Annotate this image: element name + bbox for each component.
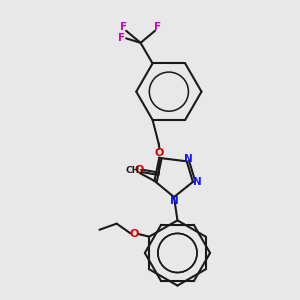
- Text: N: N: [170, 196, 179, 206]
- Text: O: O: [155, 148, 164, 158]
- Text: F: F: [118, 33, 126, 43]
- Text: N: N: [193, 177, 202, 187]
- Text: O: O: [134, 165, 143, 175]
- Text: O: O: [129, 229, 139, 239]
- Text: N: N: [184, 154, 193, 164]
- Text: CH₃: CH₃: [125, 166, 144, 175]
- Text: F: F: [120, 22, 127, 32]
- Text: F: F: [154, 22, 161, 32]
